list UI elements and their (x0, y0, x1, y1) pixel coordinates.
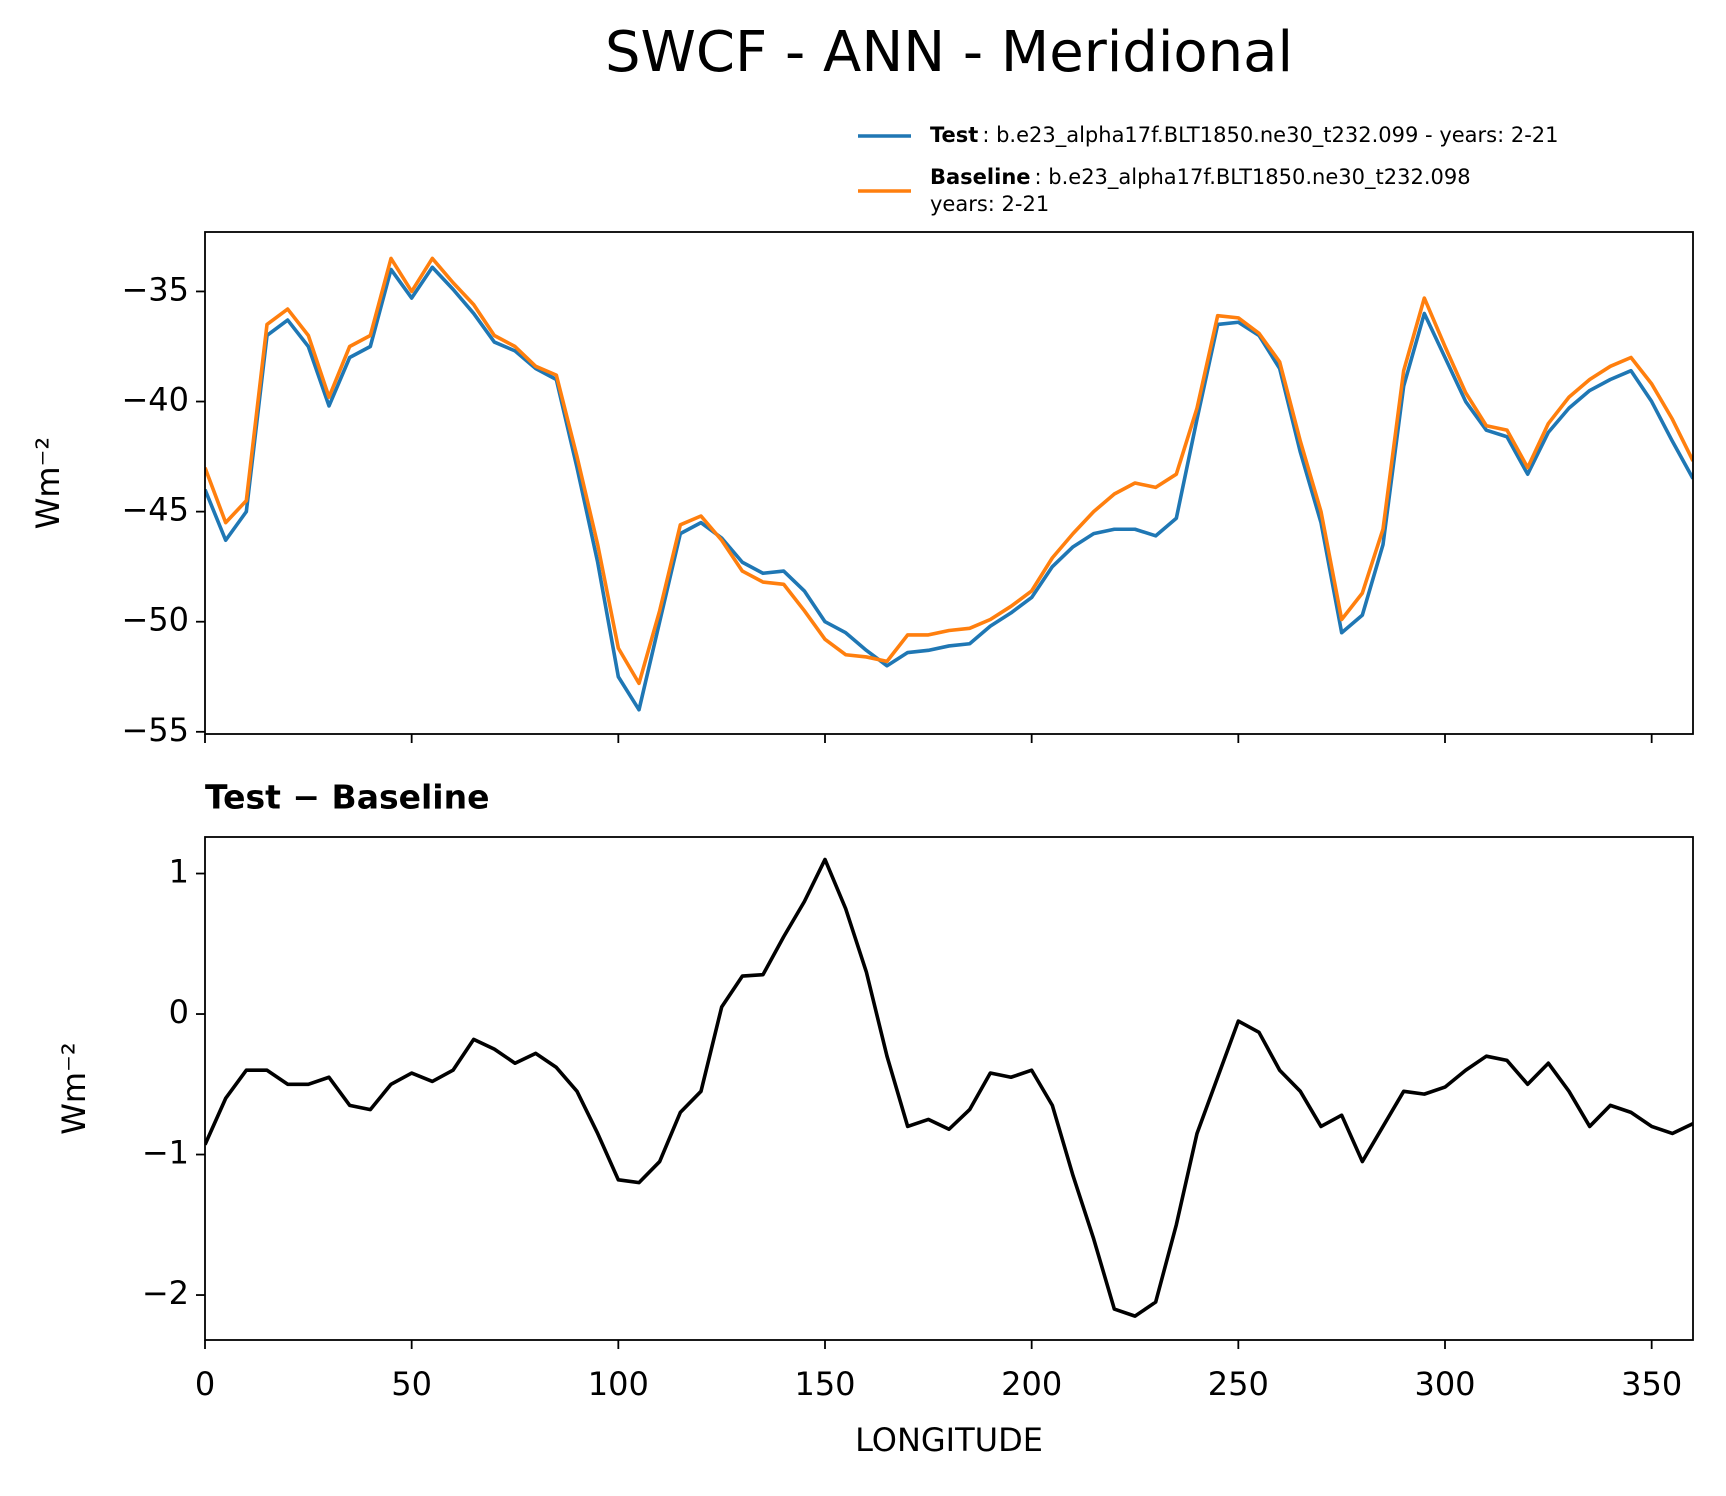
legend-description: : b.e23_alpha17f.BLT1850.ne30_t232.098 (1035, 165, 1471, 190)
y-tick-label: −50 (121, 601, 189, 639)
legend-name: Baseline (930, 165, 1031, 189)
legend-entry: Test: b.e23_alpha17f.BLT1850.ne30_t232.0… (930, 123, 1559, 148)
y-axis-label: Wm⁻² (29, 437, 67, 530)
x-tick-label: 250 (1208, 1365, 1269, 1403)
x-tick-label: 200 (1001, 1365, 1062, 1403)
axes-frame (204, 231, 1694, 735)
y-tick-label: −1 (142, 1134, 189, 1172)
x-axis-label: LONGITUDE (855, 1421, 1043, 1459)
legend-name: Test (930, 123, 978, 147)
x-tick-label: 50 (391, 1365, 432, 1403)
legend-description: : b.e23_alpha17f.BLT1850.ne30_t232.099 -… (982, 123, 1558, 148)
data-line (205, 265, 1693, 712)
legend-entry: Baseline: b.e23_alpha17f.BLT1850.ne30_t2… (930, 165, 1471, 190)
y-tick-label: −40 (121, 381, 189, 419)
axes-title: Test − Baseline (205, 778, 490, 817)
y-tick-label: −55 (121, 711, 189, 749)
x-tick-label: 100 (588, 1365, 649, 1403)
y-tick-label: −2 (142, 1274, 189, 1312)
y-axis-label: Wm⁻² (55, 1042, 93, 1135)
x-tick-label: 300 (1414, 1365, 1475, 1403)
y-tick-label: 1 (169, 853, 189, 891)
axes-frame (204, 836, 1694, 1341)
legend-description: years: 2-21 (930, 192, 1049, 216)
data-line (205, 857, 1693, 1318)
figure-title: SWCF - ANN - Meridional (605, 20, 1293, 85)
y-tick-label: −45 (121, 491, 189, 529)
y-tick-label: 0 (169, 993, 189, 1031)
data-line (205, 256, 1693, 686)
x-tick-label: 0 (195, 1365, 215, 1403)
y-tick-label: −35 (121, 270, 189, 308)
x-tick-label: 350 (1621, 1365, 1682, 1403)
x-tick-label: 150 (794, 1365, 855, 1403)
